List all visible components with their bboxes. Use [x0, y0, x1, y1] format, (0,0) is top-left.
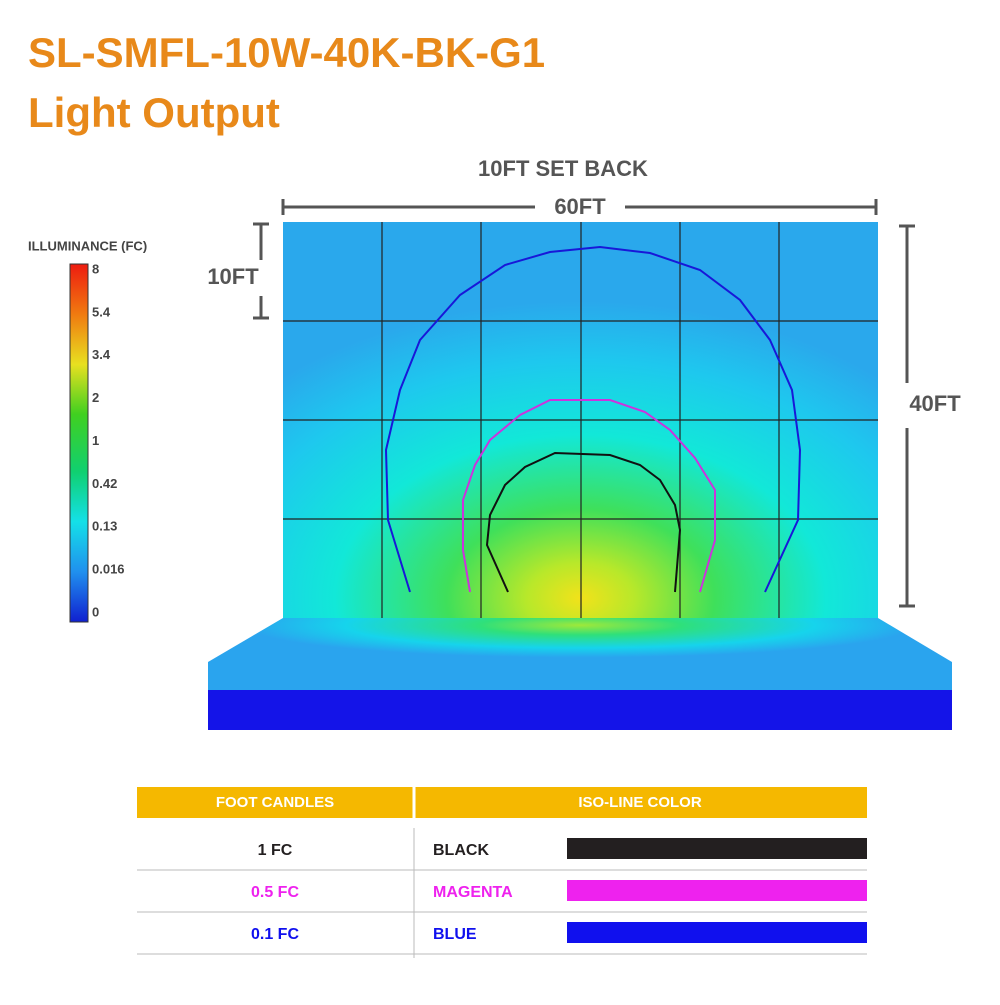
header-cell: ISO-LINE COLOR	[578, 794, 702, 811]
color-name-cell: BLUE	[433, 926, 477, 943]
header-cell: FOOT CANDLES	[216, 794, 334, 811]
floor	[208, 618, 952, 690]
color-swatch	[567, 922, 867, 943]
scale-label: 5.4	[92, 304, 111, 319]
scale-labels: 8 5.4 3.4 2 1 0.42 0.13 0.016 0	[92, 261, 125, 619]
scale-label: 1	[92, 433, 99, 448]
subtitle: Light Output	[28, 89, 280, 136]
scale-title: ILLUMINANCE (FC)	[28, 238, 147, 253]
iso-lines	[384, 245, 802, 593]
table-rows: 1 FC BLACK 0.5 FC MAGENTA 0.1 FC BLUE	[137, 838, 867, 955]
level-cell: 1 FC	[258, 842, 293, 859]
scale-label: 8	[92, 261, 99, 276]
scale-label: 0	[92, 604, 99, 619]
scale-label: 3.4	[92, 347, 111, 362]
scale-label: 0.13	[92, 519, 117, 534]
setback-label: 10FT SET BACK	[478, 156, 648, 181]
floor-edge	[208, 690, 952, 730]
scale-label: 0.016	[92, 562, 125, 577]
table-header	[137, 787, 867, 818]
title: SL-SMFL-10W-40K-BK-G1	[28, 29, 545, 76]
color-name-cell: BLACK	[433, 842, 489, 859]
scale-bar	[69, 263, 89, 623]
scale-label: 2	[92, 390, 99, 405]
color-swatch	[567, 838, 867, 859]
wall-grid	[283, 222, 878, 618]
scale-label: 0.42	[92, 476, 117, 491]
level-cell: 0.5 FC	[251, 884, 299, 901]
dimension-lines	[253, 199, 915, 608]
color-name-cell: MAGENTA	[433, 884, 513, 901]
level-cell: 0.1 FC	[251, 926, 299, 943]
grid-label: 10FT	[207, 264, 259, 289]
color-swatch	[567, 880, 867, 901]
height-label: 40FT	[909, 391, 961, 416]
width-label: 60FT	[554, 194, 606, 219]
